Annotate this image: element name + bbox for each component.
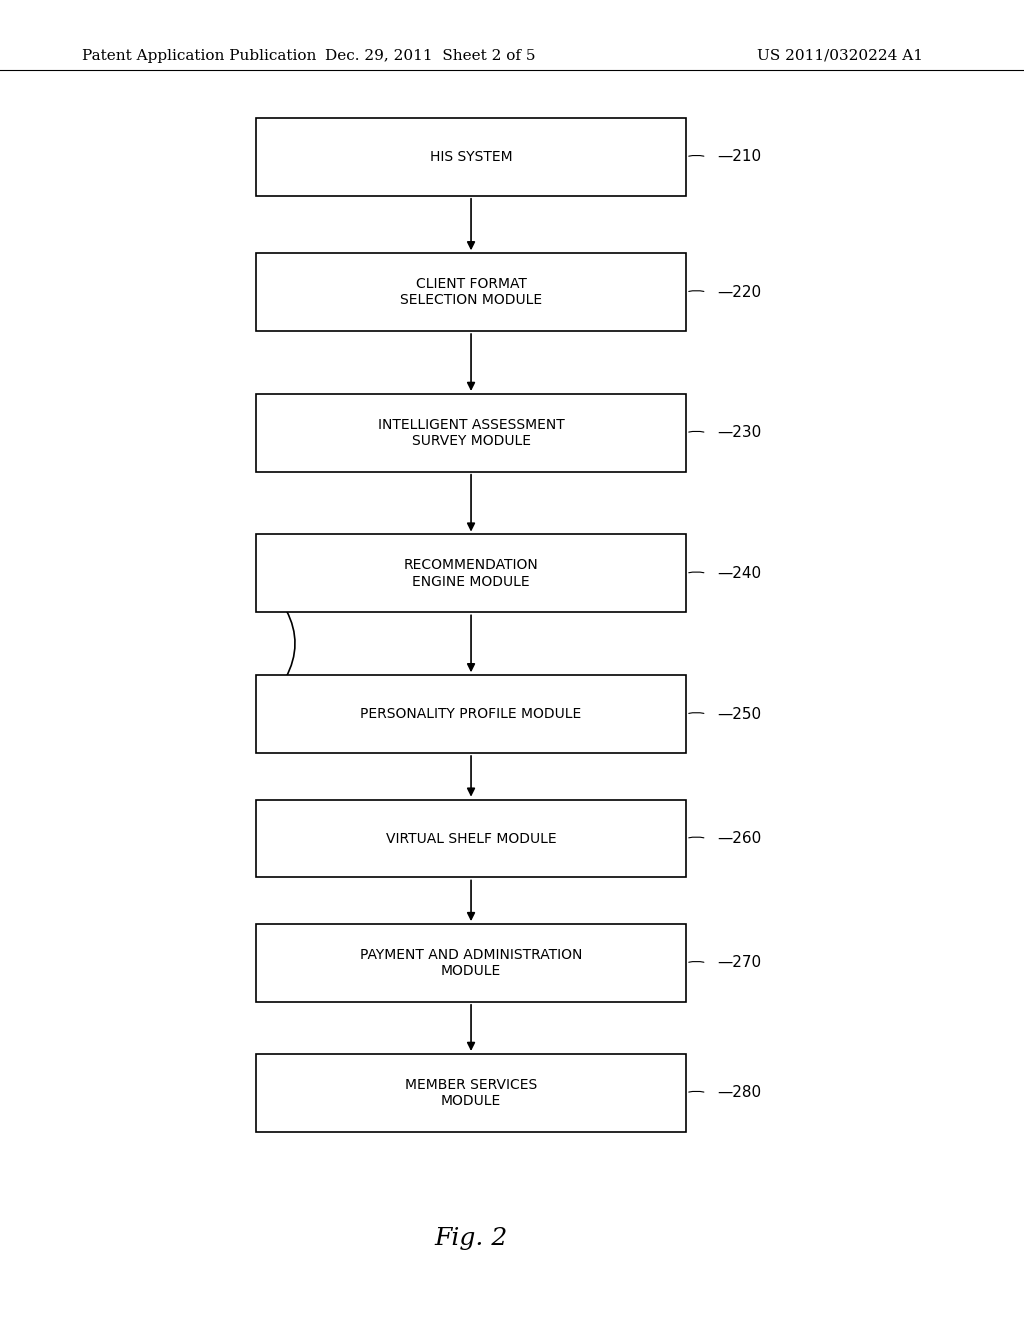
Text: —230: —230 bbox=[717, 425, 761, 441]
FancyBboxPatch shape bbox=[256, 253, 686, 331]
Text: —250: —250 bbox=[717, 706, 761, 722]
Text: Fig. 2: Fig. 2 bbox=[434, 1228, 508, 1250]
Text: Patent Application Publication: Patent Application Publication bbox=[82, 49, 316, 62]
Text: PAYMENT AND ADMINISTRATION
MODULE: PAYMENT AND ADMINISTRATION MODULE bbox=[359, 948, 583, 978]
FancyBboxPatch shape bbox=[256, 117, 686, 195]
Text: —210: —210 bbox=[717, 149, 761, 165]
Text: PERSONALITY PROFILE MODULE: PERSONALITY PROFILE MODULE bbox=[360, 708, 582, 721]
FancyBboxPatch shape bbox=[256, 393, 686, 471]
Text: CLIENT FORMAT
SELECTION MODULE: CLIENT FORMAT SELECTION MODULE bbox=[400, 277, 542, 308]
Text: —280: —280 bbox=[717, 1085, 761, 1101]
Text: US 2011/0320224 A1: US 2011/0320224 A1 bbox=[757, 49, 923, 62]
FancyBboxPatch shape bbox=[256, 1053, 686, 1131]
Text: —260: —260 bbox=[717, 832, 761, 846]
FancyBboxPatch shape bbox=[256, 535, 686, 612]
Text: —240: —240 bbox=[717, 566, 761, 581]
Text: RECOMMENDATION
ENGINE MODULE: RECOMMENDATION ENGINE MODULE bbox=[403, 558, 539, 589]
Text: HIS SYSTEM: HIS SYSTEM bbox=[430, 150, 512, 164]
Text: Dec. 29, 2011  Sheet 2 of 5: Dec. 29, 2011 Sheet 2 of 5 bbox=[325, 49, 536, 62]
FancyBboxPatch shape bbox=[256, 924, 686, 1002]
Text: VIRTUAL SHELF MODULE: VIRTUAL SHELF MODULE bbox=[386, 832, 556, 846]
Text: —270: —270 bbox=[717, 956, 761, 970]
Text: —220: —220 bbox=[717, 285, 761, 300]
Text: MEMBER SERVICES
MODULE: MEMBER SERVICES MODULE bbox=[404, 1077, 538, 1107]
Text: INTELLIGENT ASSESSMENT
SURVEY MODULE: INTELLIGENT ASSESSMENT SURVEY MODULE bbox=[378, 417, 564, 447]
FancyBboxPatch shape bbox=[256, 675, 686, 752]
FancyBboxPatch shape bbox=[256, 800, 686, 878]
